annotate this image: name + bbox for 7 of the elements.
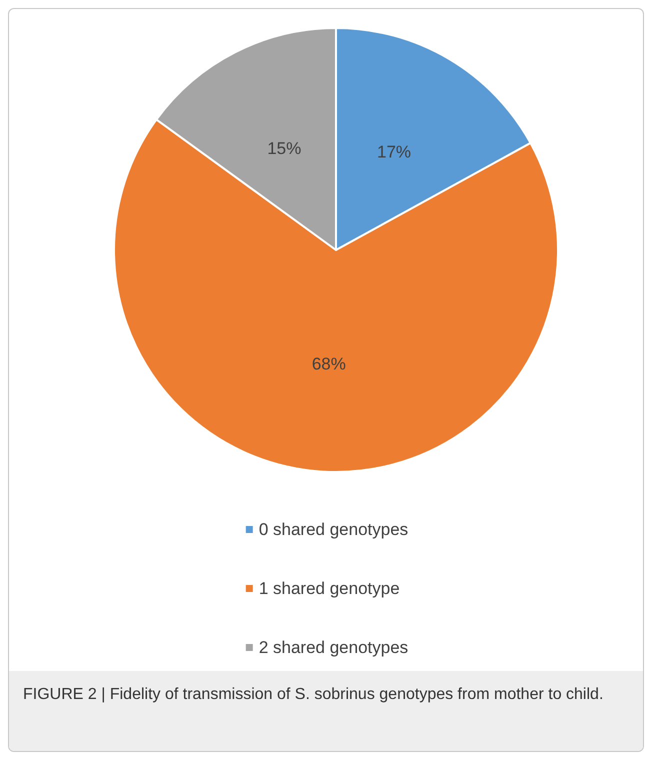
legend-label: 2 shared genotypes [258, 638, 408, 657]
caption: FIGURE 2 | Fidelity of transmission of S. sobrinus genotypes from mother to child. [23, 685, 604, 705]
legend-label: 0 shared genotypes [258, 520, 408, 539]
data-label: 15% [267, 138, 302, 158]
data-label: 68% [312, 354, 346, 374]
data-label: 17% [377, 142, 412, 162]
legend-label: 1 shared genotype [258, 579, 400, 598]
